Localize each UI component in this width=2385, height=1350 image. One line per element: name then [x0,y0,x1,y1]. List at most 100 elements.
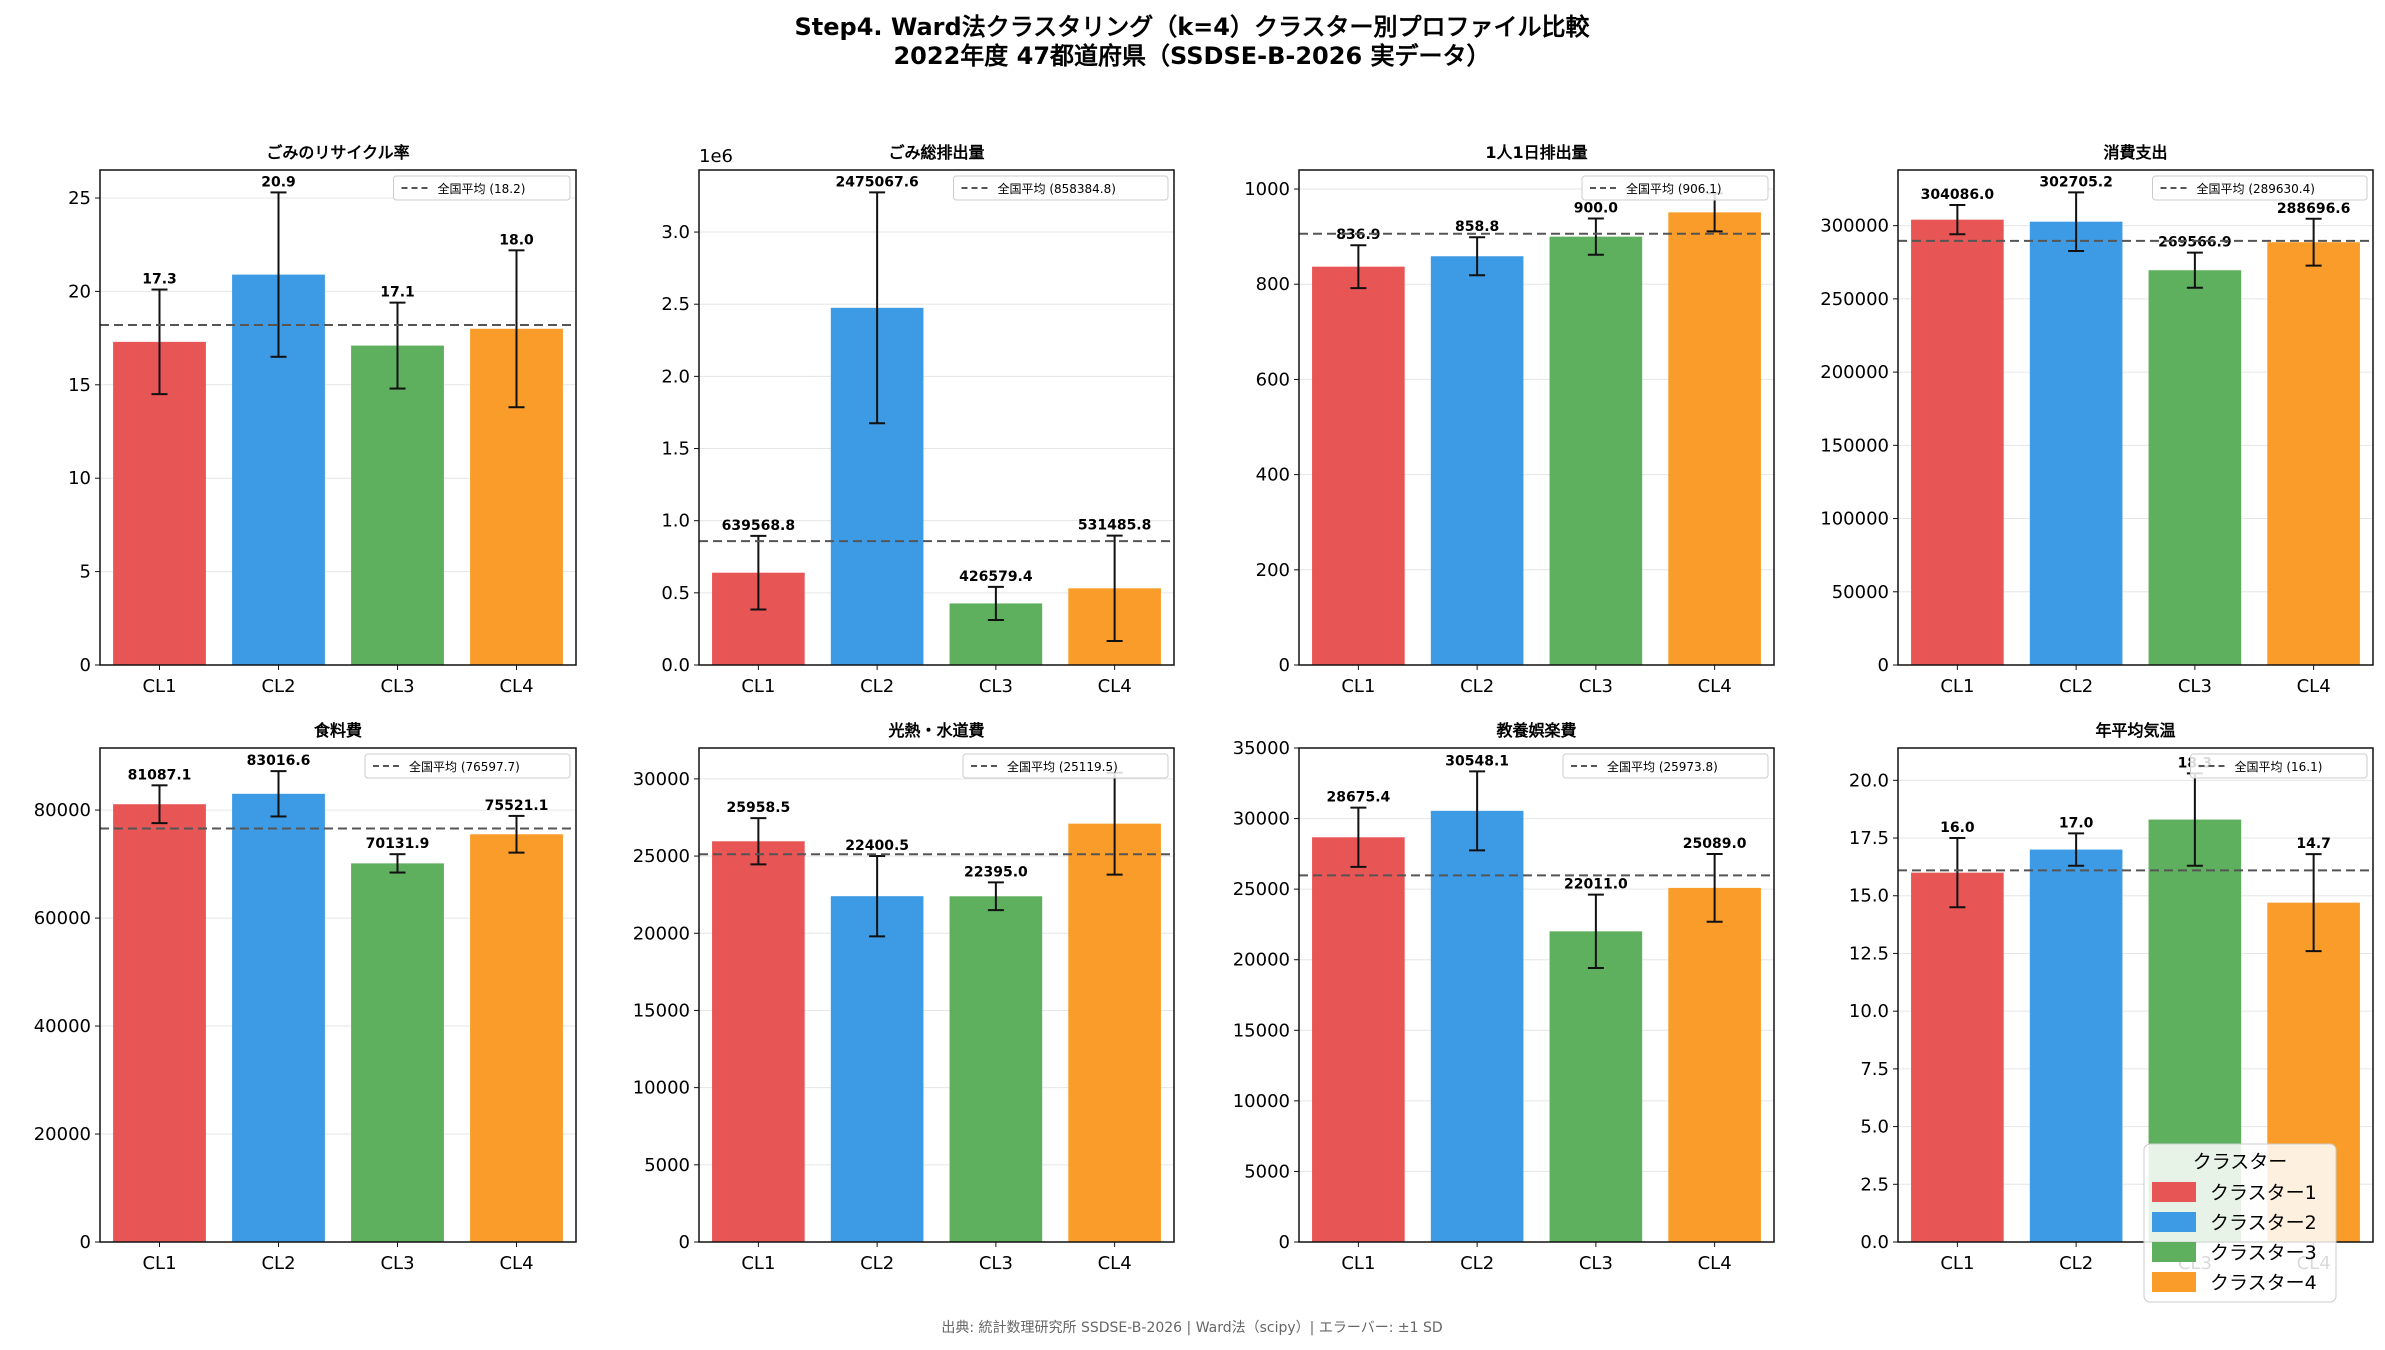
data-label: 22395.0 [964,864,1028,880]
figure-title-line2: 2022年度 47都道府県（SSDSE-B-2026 実データ） [893,42,1490,70]
x-tick-label: CL1 [1940,1253,1974,1274]
y-tick-label: 800 [1256,274,1290,295]
legend-item-label: クラスター4 [2210,1272,2317,1294]
plot-frame [698,747,1175,1243]
chart-title: ごみのリサイクル率 [266,143,409,162]
mean-legend-label: 全国平均 (289630.4) [2197,181,2315,196]
y-tick-label: 15 [68,375,91,396]
y-tick-label: 0.5 [661,583,690,604]
x-tick-label: CL2 [860,1253,894,1274]
bar-cl3 [351,345,444,665]
chart-panel-5: 81087.1 CL1 83016.6 CL2 70131.9 CL3 75521.1 CL4… [34,721,577,1274]
y-tick-label: 20000 [34,1124,91,1145]
y-tick-label: 2.0 [661,366,690,387]
y-tick-label: 25000 [1233,879,1290,900]
x-tick-label: CL4 [1098,676,1132,697]
x-tick-label: CL2 [261,1253,295,1274]
data-label: 22011.0 [1564,877,1628,893]
mean-legend-box [364,753,571,779]
x-tick-label: CL4 [1698,676,1732,697]
chart-panel-1: 17.3 CL1 20.9 CL2 17.1 CL3 18.0 CL4 0 5 10 15 20 25 ごみ… [68,143,577,697]
y-tick-label: 20.0 [1849,770,1889,791]
data-label: 25089.0 [1683,836,1747,852]
x-tick-label: CL2 [1460,676,1494,697]
mean-legend-box [962,753,1169,779]
y-tick-label: 5000 [1244,1161,1290,1182]
data-label: 75521.1 [485,798,549,814]
x-tick-label: CL3 [380,1253,414,1274]
data-label: 288696.6 [2277,201,2351,217]
x-tick-label: CL3 [1579,676,1613,697]
bar-cl1 [113,341,206,665]
data-label: 17.1 [380,285,415,301]
y-tick-label: 5 [80,562,91,583]
mean-legend-label: 全国平均 (25973.8) [1607,759,1718,774]
chart-title: ごみ総排出量 [888,143,984,162]
y-tick-label: 200000 [1820,362,1889,383]
y-tick-label: 10000 [633,1078,690,1099]
legend-swatch-2 [2152,1212,2196,1232]
legend-swatch-1 [2152,1182,2196,1202]
mean-legend-box [1581,175,1769,201]
data-label: 304086.0 [1921,187,1995,203]
y-tick-label: 0 [1279,1232,1290,1253]
data-label: 639568.8 [722,518,796,534]
plot-frame [698,169,1175,666]
x-tick-label: CL4 [1098,1253,1132,1274]
x-tick-label: CL3 [979,1253,1013,1274]
bar-cl2 [1430,256,1524,665]
legend-swatch-3 [2152,1242,2196,1262]
y-tick-label: 300000 [1820,216,1889,237]
data-label: 302705.2 [2039,174,2113,190]
y-tick-label: 10000 [1233,1091,1290,1112]
x-tick-label: CL4 [499,676,533,697]
mean-legend-label: 全国平均 (76597.7) [409,759,520,774]
y-tick-label: 30000 [633,769,690,790]
y-tick-label: 50000 [1832,582,1889,603]
y-tick-label: 0 [80,655,91,676]
x-tick-label: CL4 [1698,1253,1732,1274]
y-tick-label: 1.0 [661,511,690,532]
mean-legend-label: 全国平均 (25119.5) [1007,759,1118,774]
x-tick-label: CL1 [741,1253,775,1274]
bar-cl1 [712,841,805,1242]
data-label: 22400.5 [845,838,909,854]
y-tick-label: 60000 [34,908,91,929]
bar-cl1 [1911,219,2004,666]
mean-legend-box [953,175,1169,201]
data-label: 269566.9 [2158,235,2232,251]
bar-cl3 [2148,270,2242,665]
y-tick-label: 20000 [1233,950,1290,971]
plot-frame [1298,747,1775,1243]
x-tick-label: CL4 [2297,676,2331,697]
mean-legend-label: 全国平均 (18.2) [438,181,526,196]
x-tick-label: CL1 [741,676,775,697]
bar-cl3 [351,863,444,1242]
data-label: 836.9 [1336,227,1380,243]
y-tick-label: 10 [68,468,91,489]
y-tick-label: 3.0 [661,222,690,243]
data-label: 17.0 [2059,815,2094,831]
data-label: 25958.5 [726,800,790,816]
y-tick-label: 40000 [34,1016,91,1037]
x-tick-label: CL1 [142,676,176,697]
plot-frame [99,747,577,1243]
y-tick-label: 100000 [1820,509,1889,530]
chart-panel-4: 304086.0 CL1 302705.2 CL2 269566.9 CL3 288696.… [1820,143,2374,697]
bar-cl3 [1549,236,1643,665]
bar-cl2 [830,896,924,1242]
mean-legend-label: 全国平均 (906.1) [1626,181,1722,196]
legend-item-label: クラスター2 [2210,1212,2317,1234]
axis-offset-text: 1e6 [699,146,733,167]
data-label: 426579.4 [959,569,1033,585]
bar-cl4 [1668,212,1761,665]
legend-title: クラスター [2193,1151,2288,1173]
mean-legend-label: 全国平均 (858384.8) [998,181,1116,196]
y-tick-label: 17.5 [1849,828,1889,849]
x-tick-label: CL3 [1579,1253,1613,1274]
y-tick-label: 250000 [1820,289,1889,310]
data-label: 70131.9 [366,836,430,852]
x-tick-label: CL3 [979,676,1013,697]
y-tick-label: 0 [1878,655,1889,676]
